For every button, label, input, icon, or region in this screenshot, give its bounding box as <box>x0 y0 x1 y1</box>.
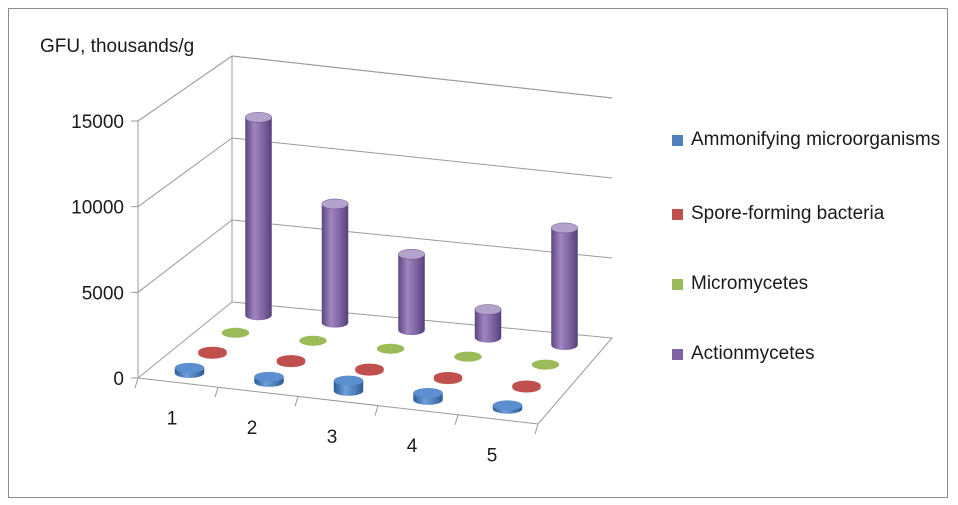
cylinder-body <box>398 254 425 336</box>
y-tick-label: 0 <box>113 369 124 390</box>
cylinder-ammonifying-microorganisms-1 <box>174 362 205 378</box>
cylinder-micromycetes-1 <box>221 327 250 338</box>
cylinder-actionmycetes-3 <box>398 249 425 336</box>
cylinder-micromycetes-2 <box>299 335 327 346</box>
cylinder-actionmycetes-1 <box>245 112 272 321</box>
y-tick-label: 10000 <box>71 198 124 219</box>
gridline <box>137 219 613 293</box>
legend-item-micromycetes: Micromycetes <box>672 272 941 296</box>
cylinder-actionmycetes-4 <box>474 304 502 343</box>
gridlines <box>137 55 613 293</box>
cylinder-top <box>276 355 306 366</box>
legend-label: Spore-forming bacteria <box>691 203 885 224</box>
cylinder-top <box>245 112 272 123</box>
legend-label: Actionmycetes <box>691 343 815 364</box>
cylinder-micromycetes-4 <box>454 351 482 362</box>
cylinder-top <box>433 372 463 383</box>
cylinder-top <box>221 327 250 338</box>
cylinder-actionmycetes-2 <box>321 198 349 328</box>
legend-item-ammonifying: Ammonifying microorganisms <box>672 128 941 152</box>
cylinder-top <box>376 343 405 354</box>
cylinder-top <box>321 198 349 210</box>
cylinder-micromycetes-3 <box>376 343 405 354</box>
cylinder-top <box>174 362 205 373</box>
legend-label: Ammonifying microorganisms <box>691 129 941 150</box>
cylinder-ammonifying-microorganisms-4 <box>413 388 443 405</box>
cylinder-micromycetes-5 <box>531 359 560 370</box>
cylinder-top <box>299 335 327 346</box>
y-axis-ticks: 0 5000 10000 15000 <box>71 112 138 390</box>
cylinder-top <box>551 222 578 234</box>
cylinder-body <box>551 227 578 351</box>
cylinder-top <box>198 346 227 357</box>
x-tick-label: 2 <box>247 418 258 439</box>
cylinder-top <box>413 388 443 399</box>
cylinder-actionmycetes-5 <box>551 222 578 351</box>
cylinder-top <box>333 375 364 386</box>
cylinder-ammonifying-microorganisms-3 <box>333 375 364 396</box>
cylinder-top <box>531 359 560 370</box>
y-axis-title: GFU, thousands/g <box>40 36 195 57</box>
x-tick-mark <box>374 405 379 416</box>
cylinder-spore-forming-bacteria-4 <box>433 372 463 385</box>
legend-swatch <box>672 349 683 360</box>
cylinder-ammonifying-microorganisms-2 <box>254 371 284 387</box>
legend-item-actionmycetes: Actionmycetes <box>672 342 941 366</box>
legend-swatch <box>672 279 683 290</box>
cylinder-body <box>321 203 349 328</box>
gridline <box>137 55 613 122</box>
x-tick-mark <box>534 423 539 435</box>
cylinder-spore-forming-bacteria-5 <box>512 380 541 393</box>
y-tick-label: 15000 <box>71 112 124 133</box>
cylinder-top <box>355 363 384 374</box>
wall-top-edge <box>137 55 613 122</box>
x-tick-label: 3 <box>327 427 338 448</box>
legend-label: Micromycetes <box>691 273 809 294</box>
cylinder-spore-forming-bacteria-3 <box>355 363 384 376</box>
cylinder-top <box>454 351 482 362</box>
cylinder-top <box>474 304 502 315</box>
legend-swatch <box>672 135 683 146</box>
x-tick-mark <box>214 387 219 398</box>
x-tick-label: 1 <box>167 409 178 430</box>
cylinder-top <box>254 371 284 382</box>
x-axis-ticks: 1 2 3 4 5 <box>134 377 539 466</box>
cylinder-top <box>512 380 541 391</box>
gridline <box>137 137 613 208</box>
x-tick-mark <box>294 396 299 407</box>
legend-item-spore-forming: Spore-forming bacteria <box>672 202 941 226</box>
cylinder-ammonifying-microorganisms-5 <box>492 400 523 414</box>
data-marks <box>174 112 578 414</box>
cylinder-spore-forming-bacteria-1 <box>198 346 227 359</box>
x-tick-label: 5 <box>487 445 498 466</box>
legend-swatch <box>672 209 683 220</box>
cylinder-top <box>492 400 523 411</box>
cylinder-body <box>474 309 502 343</box>
x-tick-label: 4 <box>407 436 418 457</box>
y-tick-label: 5000 <box>82 283 124 304</box>
x-tick-mark <box>454 414 459 425</box>
cylinder-body <box>245 117 272 321</box>
cylinder-top <box>398 249 425 260</box>
x-tick-mark <box>134 377 139 389</box>
cylinder-spore-forming-bacteria-2 <box>276 355 306 368</box>
